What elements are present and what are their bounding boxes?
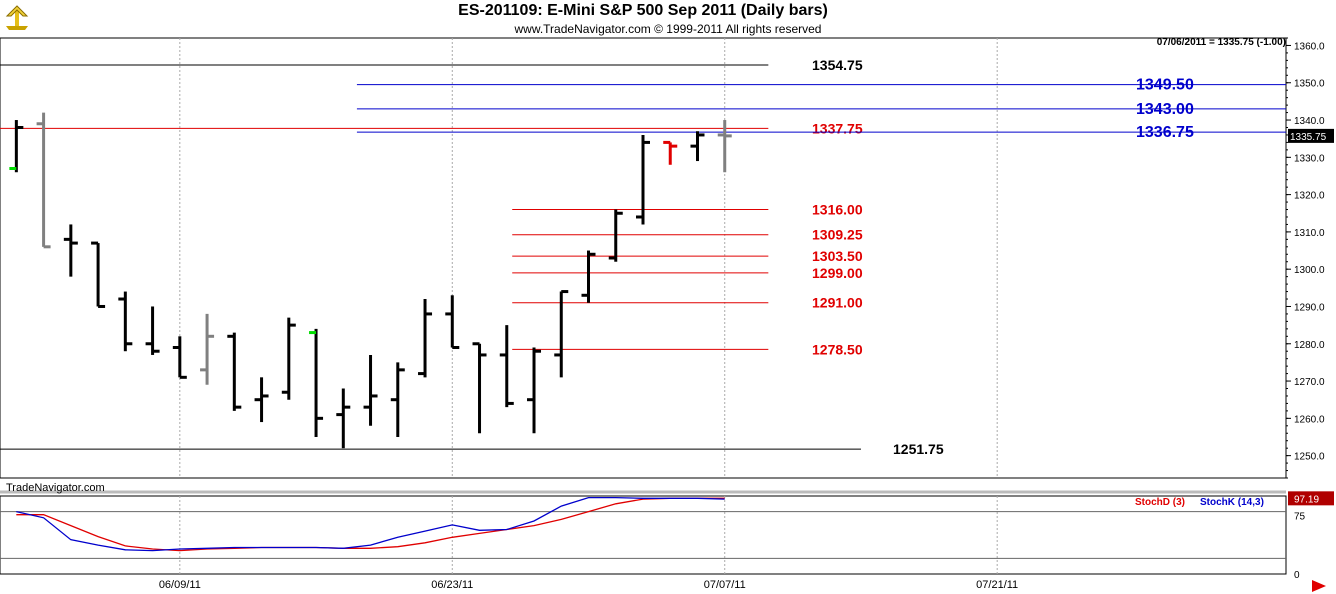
y-tick-label: 1280.0: [1294, 340, 1325, 351]
ohlc-bar: [527, 347, 542, 434]
chart-title: ES-201109: E-Mini S&P 500 Sep 2011 (Dail…: [458, 2, 828, 19]
level-label: 1309.25: [812, 227, 863, 243]
ohlc-bar: [636, 134, 650, 225]
y-tick-label: 1250.0: [1294, 452, 1325, 463]
scroll-right-arrow-icon: [1312, 580, 1326, 592]
y-tick-label: 1320.0: [1294, 191, 1325, 202]
ohlc-bar: [472, 342, 487, 434]
y-tick-label: 1300.0: [1294, 265, 1325, 276]
level-label: 1316.00: [812, 202, 863, 218]
ohlc-bar: [499, 325, 514, 408]
last-price-label: 1335.75: [1290, 132, 1327, 143]
level-label: 1354.75: [812, 57, 863, 73]
price-pane: 1354.75 1349.50 1343.00 1337.75 1336.75 1316.…: [0, 37, 1287, 479]
y-tick-label: 1340.0: [1294, 116, 1325, 127]
stoch-series-line: [16, 496, 725, 552]
ohlc-bar: [145, 306, 160, 355]
level-label: 1337.75: [812, 120, 863, 136]
stoch-pane-frame: [0, 495, 1287, 575]
stochastic-pane: [0, 490, 1287, 575]
level-label: 1349.50: [1136, 77, 1194, 94]
last-price-box: [1288, 128, 1334, 143]
ohlc-bar: [390, 362, 405, 437]
level-label: 1299.00: [812, 265, 863, 281]
ohlc-bar: [281, 317, 296, 400]
ohlc-bar: [445, 295, 460, 349]
x-tick-label: 06/23/11: [431, 579, 473, 591]
x-tick-label: 07/07/11: [704, 579, 746, 591]
y-tick-label: 1350.0: [1294, 79, 1325, 90]
stoch-last-label: 97.19: [1294, 494, 1319, 505]
stoch-tick-label: 0: [1294, 570, 1300, 581]
ohlc-bar: [118, 291, 133, 352]
level-label: 1291.00: [812, 295, 863, 311]
ohlc-bar: [9, 120, 24, 173]
y-tick-label: 1330.0: [1294, 153, 1325, 164]
ohlc-bar: [200, 313, 215, 385]
watermark: TradeNavigator.com: [6, 482, 105, 494]
ohlc-bar: [663, 140, 678, 165]
y-tick-label: 1310.0: [1294, 228, 1325, 239]
price-pane-frame: [0, 37, 1287, 479]
ohlc-bar: [581, 250, 596, 303]
x-tick-label: 06/09/11: [159, 579, 201, 591]
level-label: 1278.50: [812, 341, 863, 357]
x-tick-label: 07/21/11: [976, 579, 1018, 591]
level-label: 1336.75: [1136, 124, 1194, 141]
level-label: 1251.75: [893, 441, 944, 457]
ohlc-bar: [63, 224, 78, 277]
ohlc-bar: [309, 328, 324, 437]
ohlc-bar: [336, 388, 351, 449]
trade-navigator-logo-icon: [2, 2, 32, 32]
axes: 06/09/11 06/23/11 07/07/11 07/21/11 1250.0 12…: [159, 37, 1334, 592]
stoch-k-legend: StochK (14,3): [1200, 497, 1264, 508]
level-label: 1303.50: [812, 248, 863, 264]
ohlc-bar: [717, 120, 732, 173]
ohlc-bar: [418, 299, 433, 378]
y-tick-label: 1260.0: [1294, 414, 1325, 425]
stoch-series-line: [16, 497, 725, 552]
ohlc-bar: [227, 332, 242, 411]
ohlc-bar: [172, 336, 187, 379]
ohlc-bar: [363, 354, 378, 426]
copyright-notice: www.TradeNavigator.com © 1999-2011 All r…: [514, 22, 822, 36]
stoch-d-legend: StochD (3): [1135, 497, 1185, 508]
level-label: 1343.00: [1136, 101, 1194, 118]
ohlc-bar: [608, 209, 623, 262]
stoch-tick-label: 75: [1294, 512, 1306, 523]
y-tick-label: 1270.0: [1294, 377, 1325, 388]
y-tick-label: 1290.0: [1294, 302, 1325, 313]
ohlc-bar: [690, 131, 705, 162]
ohlc-bar: [254, 377, 269, 423]
ohlc-bar: [36, 112, 51, 249]
y-tick-label: 1360.0: [1294, 41, 1325, 52]
stoch-last-box: [1288, 491, 1334, 506]
price-readout: 07/06/2011 = 1335.75 (-1.00): [1156, 37, 1286, 48]
ohlc-bar: [91, 241, 106, 308]
ohlc-bar: [554, 290, 569, 378]
